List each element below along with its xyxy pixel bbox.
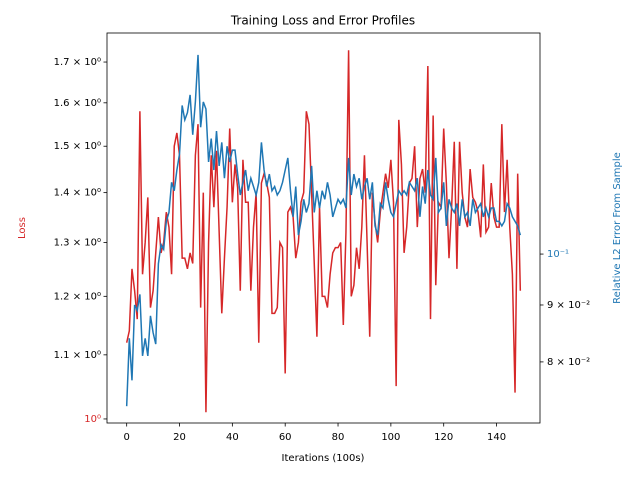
x-tick-label: 80: [332, 432, 345, 443]
y-tick-label: 1.6 × 10⁰: [54, 98, 101, 109]
y-axis-label: Loss: [17, 217, 28, 239]
series-line: [125, 50, 522, 413]
y-tick-label: 1.5 × 10⁰: [54, 141, 101, 152]
chart-title: Training Loss and Error Profiles: [230, 14, 415, 28]
plot-frame: [106, 32, 541, 424]
x-axis-label: Iterations (100s): [282, 453, 365, 464]
series-line: [125, 54, 522, 407]
x-tick-label: 20: [173, 432, 186, 443]
x-tick-label: 40: [226, 432, 239, 443]
y-tick-label: 10⁰: [84, 414, 101, 425]
y2-tick-label: 8 × 10⁻²: [547, 357, 590, 368]
x-tick-label: 140: [487, 432, 506, 443]
y-tick-label: 1.1 × 10⁰: [54, 350, 101, 361]
y-tick-label: 1.2 × 10⁰: [54, 291, 101, 302]
x-tick-label: 60: [279, 432, 292, 443]
y2-axis-label: Relative L2 Error From Sample: [612, 152, 623, 304]
x-tick-label: 0: [123, 432, 129, 443]
y2-tick-label: 10⁻¹: [547, 249, 569, 260]
x-tick-label: 100: [381, 432, 400, 443]
x-tick-label: 120: [434, 432, 453, 443]
y-tick-label: 1.4 × 10⁰: [54, 188, 101, 199]
y-tick-label: 1.7 × 10⁰: [54, 57, 101, 68]
y2-tick-label: 9 × 10⁻²: [547, 300, 590, 311]
y-tick-label: 1.3 × 10⁰: [54, 237, 101, 248]
